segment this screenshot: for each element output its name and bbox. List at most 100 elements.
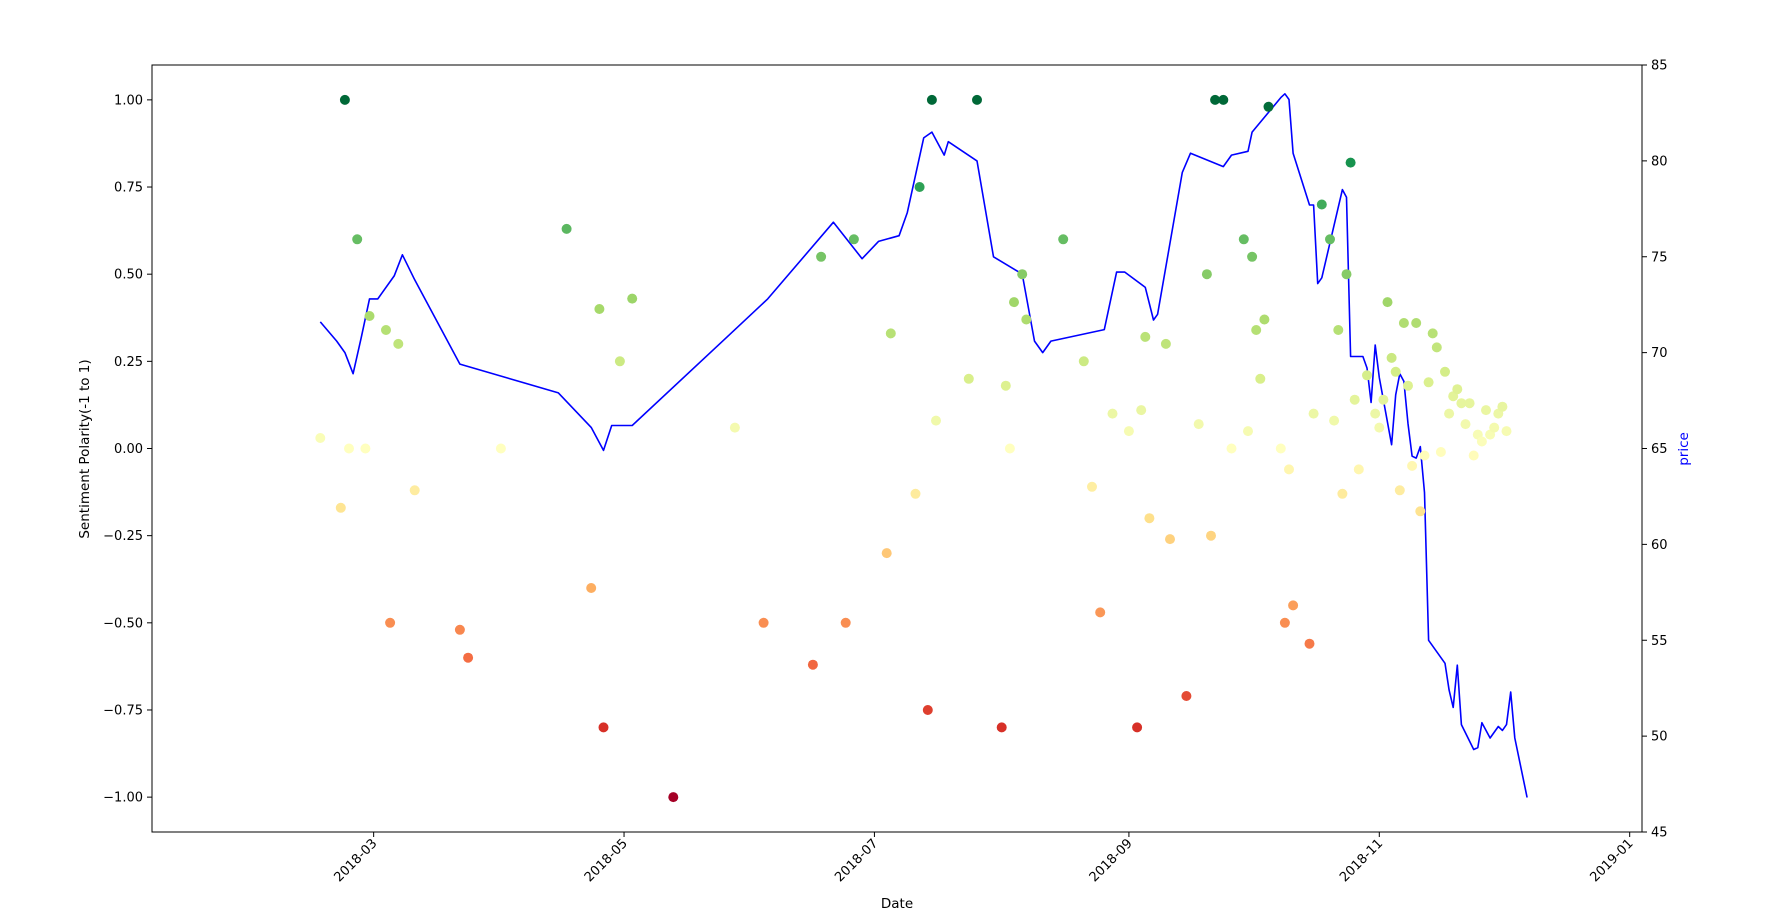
sentiment-point [352, 234, 363, 245]
sentiment-point [1464, 398, 1475, 409]
sentiment-point [1349, 394, 1360, 405]
sentiment-point [1444, 408, 1455, 419]
sentiment-point [1107, 408, 1118, 419]
price-line [319, 93, 1528, 798]
sentiment-point [586, 583, 597, 593]
sentiment-point [339, 94, 350, 105]
sentiment-point [1284, 464, 1294, 475]
sentiment-point [1279, 617, 1290, 628]
sentiment-point [1160, 338, 1171, 349]
sentiment-point [963, 373, 974, 384]
sentiment-point [1341, 269, 1352, 280]
right-tick-label: 60 [1651, 538, 1668, 553]
sentiment-point [1460, 419, 1471, 430]
sentiment-point [1210, 94, 1221, 105]
sentiment-point [881, 548, 892, 559]
sentiment-point [1337, 488, 1348, 499]
sentiment-point [914, 182, 925, 192]
sentiment-point [1201, 269, 1212, 280]
left-tick-label: −0.50 [103, 616, 143, 631]
sentiment-point [1259, 314, 1270, 325]
sentiment-point [1263, 101, 1274, 112]
sentiment-point [1362, 370, 1372, 381]
right-tick-label: 75 [1651, 250, 1668, 265]
sentiment-point [729, 422, 740, 433]
sentiment-point [409, 485, 420, 496]
sentiment-point [1329, 415, 1340, 426]
sentiment-point [1218, 94, 1229, 105]
sentiment-point [885, 328, 896, 339]
sentiment-point [1316, 199, 1327, 210]
sentiment-point [364, 311, 375, 321]
sentiment-point [614, 356, 625, 367]
sentiment-point [1304, 638, 1315, 649]
sentiment-point [1058, 234, 1069, 245]
left-tick-label: 0.50 [114, 268, 143, 283]
sentiment-point [1017, 269, 1028, 280]
sentiment-point [1452, 384, 1463, 395]
right-tick-label: 70 [1651, 346, 1668, 361]
sentiment-point [1140, 331, 1151, 342]
sentiment-point [1403, 380, 1413, 391]
right-tick-label: 80 [1651, 154, 1668, 169]
sentiment-point [1481, 405, 1491, 416]
left-tick-label: −0.75 [103, 703, 143, 718]
sentiment-points-layer [315, 94, 1512, 803]
right-tick-label: 65 [1651, 442, 1668, 457]
sentiment-point [668, 792, 679, 803]
sentiment-point [1308, 408, 1319, 419]
right-tick-label: 55 [1651, 634, 1668, 649]
sentiment-point [1468, 450, 1479, 461]
right-y-axis-ticks: 85 80 75 70 65 60 55 50 45 [1642, 59, 1668, 841]
sentiment-point [1374, 422, 1385, 433]
sentiment-point [1431, 342, 1442, 353]
sentiment-point [1489, 422, 1500, 433]
y-axis-right-title: price [1676, 432, 1692, 466]
sentiment-point [335, 502, 346, 513]
sentiment-point [1419, 450, 1430, 461]
x-axis-title: Date [881, 896, 913, 908]
sentiment-point [1345, 157, 1356, 168]
sentiment-point [758, 617, 769, 628]
sentiment-point [1144, 513, 1155, 524]
sentiment-point [1247, 251, 1258, 262]
y-axis-left-title: Sentiment Polarity(-1 to 1) [77, 359, 93, 538]
sentiment-point [1000, 380, 1011, 391]
sentiment-point [598, 722, 609, 733]
sentiment-point [1423, 377, 1434, 388]
sentiment-point [1501, 426, 1512, 437]
left-y-axis-ticks: 1.00 0.75 0.50 0.25 0.00 −0.25 −0.50 −0.75 −1.00 [103, 93, 152, 806]
sentiment-point [1415, 506, 1426, 517]
sentiment-point [1440, 366, 1450, 377]
sentiment-point [840, 617, 851, 628]
sentiment-point [1407, 460, 1418, 471]
sentiment-point [1390, 366, 1401, 377]
sentiment-point [972, 94, 982, 105]
sentiment-point [1238, 234, 1249, 245]
sentiment-point [454, 624, 465, 635]
sentiment-point [1004, 443, 1015, 454]
sentiment-point [360, 443, 371, 454]
sentiment-point [1132, 722, 1143, 733]
sentiment-point [1136, 405, 1147, 416]
sentiment-point [996, 722, 1007, 733]
sentiment-point [807, 659, 818, 670]
sentiment-point [922, 705, 933, 715]
sentiment-point [816, 251, 827, 262]
sentiment-point [1288, 600, 1299, 611]
sentiment-point [1275, 443, 1286, 454]
sentiment-point [1193, 419, 1204, 430]
sentiment-point [1255, 373, 1266, 384]
sentiment-point [1251, 325, 1262, 335]
left-tick-label: −0.25 [103, 529, 143, 544]
sentiment-point [315, 433, 326, 443]
sentiment-point [1325, 234, 1335, 245]
left-tick-label: 1.00 [114, 93, 143, 108]
sentiment-point [1009, 297, 1019, 308]
right-tick-label: 50 [1651, 730, 1668, 745]
sentiment-point [1333, 325, 1344, 335]
sentiment-point [848, 234, 859, 245]
sentiment-point [1226, 443, 1237, 454]
left-tick-label: 0.00 [114, 442, 143, 457]
